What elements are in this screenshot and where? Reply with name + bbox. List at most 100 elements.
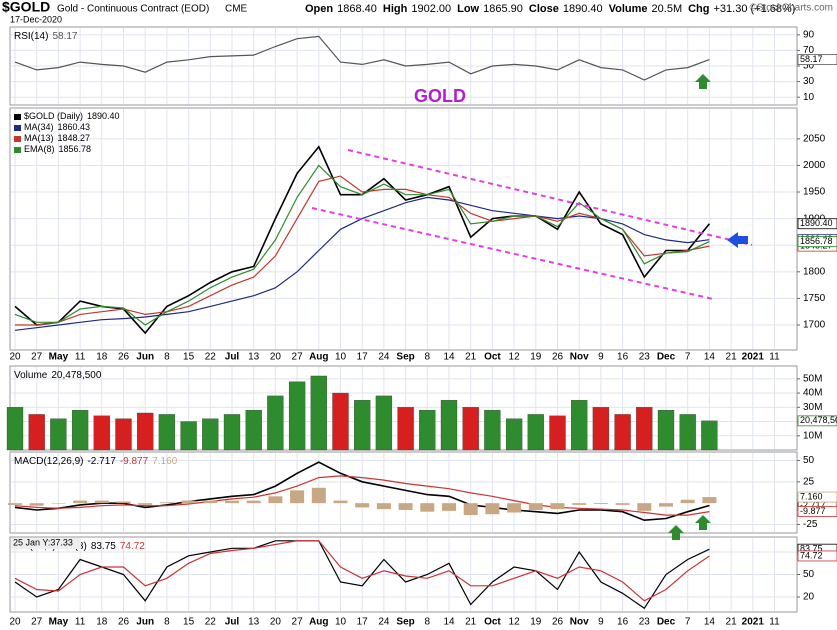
panel-legend: MACD(12,26,9) -2.717 -9.877 7.160 bbox=[14, 456, 178, 467]
legend-value: 1856.78 bbox=[59, 144, 92, 154]
panel-value: -2.717 bbox=[87, 456, 116, 467]
x-tick-label: 17 bbox=[357, 352, 369, 363]
series-line bbox=[14, 540, 710, 610]
x-tick-label: 11 bbox=[769, 617, 780, 628]
last-value: 83.75 bbox=[800, 544, 823, 554]
volume-bar bbox=[288, 381, 306, 451]
volume-bar bbox=[484, 409, 501, 451]
volume-bar bbox=[375, 395, 393, 451]
x-tick-label: 11 bbox=[75, 352, 86, 363]
x-tick-label: 27 bbox=[292, 617, 304, 628]
quote: Open 1868.40 High 1902.00 Low 1865.90 Close 189… bbox=[305, 3, 795, 15]
volume-bar bbox=[93, 415, 110, 451]
quote-value: 1865.90 bbox=[483, 3, 523, 15]
quote-value: 1902.00 bbox=[411, 3, 451, 15]
histogram-bar bbox=[159, 502, 174, 504]
x-tick-label: Nov bbox=[570, 352, 589, 363]
symbol: $GOLD bbox=[2, 0, 50, 15]
series-line bbox=[15, 175, 710, 326]
x-tick-label: 2021 bbox=[742, 352, 765, 363]
x-tick-label: Oct bbox=[484, 352, 501, 363]
x-tick-label: 20 bbox=[270, 352, 282, 363]
x-tick-label: 8 bbox=[164, 352, 170, 363]
x-tick-label: Jun bbox=[136, 617, 154, 628]
cursor-label: 25 Jan Y:37.33 bbox=[13, 537, 73, 547]
y-tick-label: 50 bbox=[803, 61, 815, 72]
y-tick-label: 1750 bbox=[803, 293, 826, 304]
panel-value: 20,478,500 bbox=[51, 370, 101, 381]
x-tick-label: 14 bbox=[443, 352, 455, 363]
last-value: 1856.78 bbox=[800, 236, 833, 246]
panel-value: 83.75 bbox=[91, 541, 116, 552]
x-tick-label: Aug bbox=[309, 617, 328, 628]
x-tick-label: 8 bbox=[164, 617, 170, 628]
x-tick-label: 15 bbox=[183, 352, 195, 363]
volume-bar bbox=[332, 392, 349, 451]
quote-label: Close bbox=[529, 3, 559, 15]
y-tick-label: 40M bbox=[803, 388, 822, 399]
legend-name: $GOLD (Daily) bbox=[24, 111, 83, 121]
x-tick-label: Jul bbox=[225, 352, 240, 363]
histogram-bar bbox=[702, 497, 717, 504]
x-tick-label: 19 bbox=[530, 352, 542, 363]
histogram-bar bbox=[442, 503, 456, 511]
series-line bbox=[14, 196, 710, 331]
panel-legend: Volume 20,478,500 bbox=[14, 370, 102, 381]
last-value: 58.17 bbox=[800, 54, 823, 64]
histogram-bar bbox=[507, 503, 522, 513]
volume-bar bbox=[614, 414, 631, 451]
x-tick-label: 14 bbox=[704, 352, 716, 363]
x-tick-label: 26 bbox=[118, 617, 130, 628]
histogram-bar bbox=[680, 499, 695, 504]
watermark: ©StockCharts.com bbox=[749, 3, 833, 14]
date: 17-Dec-2020 bbox=[10, 14, 62, 24]
x-tick-label: 10 bbox=[335, 352, 347, 363]
y-tick-label: -25 bbox=[803, 519, 818, 530]
histogram-bar bbox=[615, 503, 630, 505]
x-tick-label: Dec bbox=[657, 617, 676, 628]
volume-bar bbox=[657, 409, 675, 451]
volume-bar bbox=[440, 400, 458, 451]
x-tick-label: 20 bbox=[9, 352, 21, 363]
quote-value: 1890.40 bbox=[563, 3, 603, 15]
x-tick-label: 22 bbox=[205, 352, 217, 363]
volume-bar bbox=[527, 414, 544, 451]
last-value-box bbox=[797, 550, 837, 562]
volume-bar bbox=[310, 375, 327, 451]
volume-bar bbox=[592, 407, 610, 451]
x-tick-label: Sep bbox=[396, 352, 414, 363]
legend-name: MA(34) bbox=[24, 122, 54, 132]
x-tick-label: 12 bbox=[509, 617, 521, 628]
y-tick-label: 50 bbox=[803, 569, 815, 580]
y-tick-label: 70 bbox=[803, 45, 815, 56]
volume-bar bbox=[354, 400, 371, 451]
series-line bbox=[14, 35, 710, 81]
x-tick-label: 13 bbox=[248, 617, 260, 628]
quote-value: +31.30 (+1.68%) bbox=[714, 3, 796, 15]
quote-label: High bbox=[383, 3, 408, 15]
last-value-box bbox=[797, 491, 837, 503]
histogram-bar bbox=[268, 496, 283, 504]
x-tick-label: 18 bbox=[96, 352, 108, 363]
volume-bar bbox=[245, 409, 262, 451]
quote-value: 20.5M bbox=[652, 3, 683, 15]
legend-entry: EMA(8) 1856.78 bbox=[24, 144, 91, 154]
y-tick-label: 50 bbox=[803, 455, 815, 466]
x-tick-label: 11 bbox=[769, 352, 780, 363]
histogram-bar bbox=[94, 500, 109, 504]
histogram-bar bbox=[73, 500, 88, 504]
histogram-bar bbox=[225, 500, 239, 504]
histogram-bar bbox=[528, 503, 543, 510]
x-tick-label: Nov bbox=[570, 617, 589, 628]
x-tick-label: May bbox=[49, 352, 69, 363]
legend-name: MA(13) bbox=[24, 133, 54, 143]
histogram-bar bbox=[311, 487, 326, 504]
quote-label: Open bbox=[305, 3, 333, 15]
volume-bar bbox=[28, 414, 45, 451]
histogram-bar bbox=[376, 503, 391, 510]
histogram-bar bbox=[29, 503, 44, 506]
y-tick-label: 1800 bbox=[803, 266, 826, 277]
volume-bar bbox=[636, 407, 653, 451]
panel-value: 7.160 bbox=[152, 456, 177, 467]
